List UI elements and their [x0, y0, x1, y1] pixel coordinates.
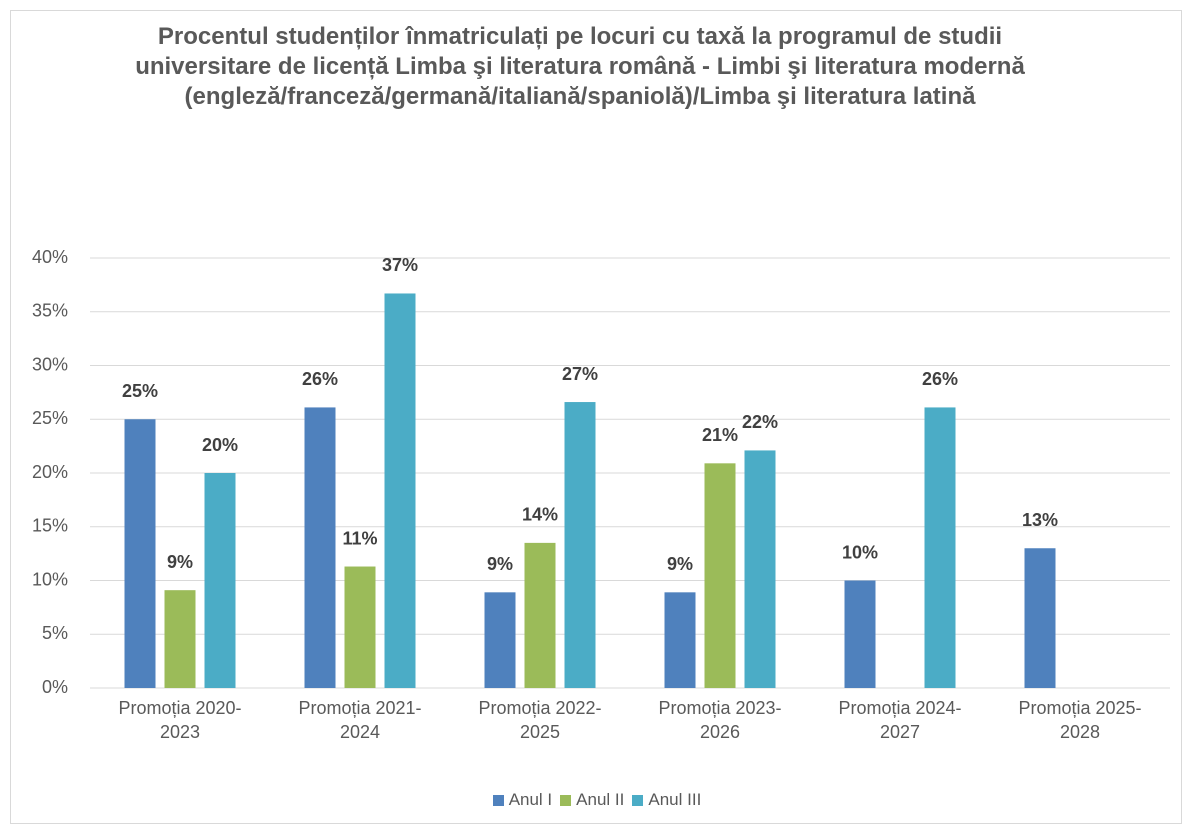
bar [344, 566, 376, 688]
data-label: 25% [122, 381, 158, 401]
data-label: 9% [167, 552, 193, 572]
bar [384, 293, 416, 688]
data-label: 9% [667, 554, 693, 574]
legend-swatch [492, 794, 504, 806]
data-label: 26% [922, 369, 958, 389]
bar [1024, 548, 1056, 688]
x-tick-label: Promoția 2025-2028 [1018, 698, 1142, 742]
y-tick-label: 40% [32, 247, 68, 267]
bar [164, 590, 196, 688]
y-tick-label: 5% [42, 623, 68, 643]
legend-label: Anul II [576, 790, 625, 809]
y-tick-label: 35% [32, 301, 68, 321]
y-tick-label: 15% [32, 516, 68, 536]
data-label: 9% [487, 554, 513, 574]
data-label: 20% [202, 435, 238, 455]
y-tick-label: 10% [32, 569, 68, 589]
y-tick-label: 20% [32, 462, 68, 482]
bar [304, 407, 336, 688]
legend-item: Anul II [560, 790, 624, 810]
data-label: 27% [562, 364, 598, 384]
x-tick-label: Promoția 2020-2023 [118, 698, 242, 742]
legend-item: Anul III [632, 790, 701, 810]
x-tick-label: Promoția 2023-2026 [658, 698, 782, 742]
bar [744, 450, 776, 688]
legend-item: Anul I [492, 790, 553, 810]
bar [524, 542, 556, 688]
bar [844, 580, 876, 688]
data-label: 10% [842, 542, 878, 562]
legend-swatch [560, 794, 572, 806]
data-label: 14% [522, 505, 558, 525]
bar [204, 473, 236, 688]
chart-title: Procentul studenților înmatriculați pe l… [135, 23, 1025, 110]
data-label: 13% [1022, 510, 1058, 530]
bar [704, 463, 736, 688]
bar [924, 407, 956, 688]
y-tick-label: 30% [32, 354, 68, 374]
y-tick-label: 25% [32, 408, 68, 428]
legend: Anul I Anul II Anul III [0, 790, 1194, 811]
bar [484, 592, 516, 688]
bar [664, 592, 696, 688]
legend-label: Anul III [648, 790, 702, 809]
y-tick-label: 0% [42, 677, 68, 697]
x-tick-label: Promoția 2022-2025 [478, 698, 602, 742]
x-tick-label: Promoția 2024-2027 [838, 698, 962, 742]
bar [124, 419, 156, 688]
data-label: 37% [382, 255, 418, 275]
legend-swatch [632, 794, 644, 806]
x-tick-label: Promoția 2021-2024 [298, 698, 422, 742]
data-label: 22% [742, 412, 778, 432]
bar [564, 402, 596, 688]
data-label: 11% [342, 528, 377, 548]
chart-frame [10, 10, 1182, 824]
legend-label: Anul I [508, 790, 553, 809]
data-label: 21% [702, 425, 738, 445]
data-label: 26% [302, 369, 338, 389]
